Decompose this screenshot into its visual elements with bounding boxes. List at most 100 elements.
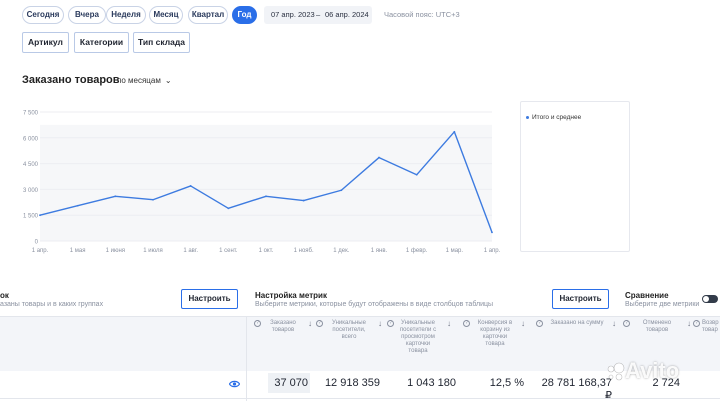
data-point bbox=[491, 231, 493, 234]
column-header-ordered-sum[interactable]: ? Заказано на сумму ↓ bbox=[536, 319, 616, 328]
data-point bbox=[114, 195, 117, 198]
data-point bbox=[227, 207, 230, 210]
y-tick-label: 3 000 bbox=[23, 188, 39, 194]
chart-section-title: Заказано товаров bbox=[22, 74, 120, 86]
x-tick-label: 1 мая bbox=[70, 248, 86, 254]
data-point bbox=[152, 198, 154, 201]
help-icon[interactable]: ? bbox=[536, 320, 543, 327]
y-tick-label: 4 500 bbox=[23, 162, 39, 168]
comparison-title: Сравнение bbox=[625, 291, 669, 300]
date-from: 07 апр. 2023 bbox=[271, 10, 315, 19]
column-label: Отменено товаров bbox=[642, 320, 672, 333]
row-divider bbox=[0, 398, 720, 399]
x-tick-label: 1 нояб. bbox=[294, 248, 314, 254]
column-label: Конверсия в корзину из карточки товара bbox=[477, 320, 513, 347]
data-point bbox=[76, 204, 79, 207]
filter-warehouse-type-button[interactable]: Тип склада bbox=[133, 32, 190, 53]
chart-legend: Итого и среднее bbox=[520, 101, 630, 252]
timezone-label: Часовой пояс: UTC+3 bbox=[384, 10, 460, 19]
period-pill-quarter[interactable]: Квартал bbox=[188, 6, 228, 24]
x-tick-label: 1 окт. bbox=[259, 248, 274, 254]
x-tick-label: 1 авг. bbox=[183, 248, 198, 254]
data-point bbox=[378, 156, 380, 159]
filter-categories-button[interactable]: Категории bbox=[74, 32, 129, 53]
help-icon[interactable]: ? bbox=[623, 320, 630, 327]
cell-cart-conversion: 12,5 % bbox=[489, 377, 524, 389]
x-tick-label: 1 апр. bbox=[32, 248, 49, 254]
table-header bbox=[0, 316, 720, 371]
date-to: 06 апр. 2024 bbox=[325, 10, 369, 19]
period-select-value: по месяцам bbox=[117, 76, 161, 85]
plot-area bbox=[40, 124, 492, 241]
y-tick-label: 7 500 bbox=[23, 111, 39, 117]
column-header-unique-visitors[interactable]: ? Уникальные посетители, всего ↓ bbox=[316, 320, 382, 341]
orders-line-chart: 0 1 500 3 000 4 500 6 000 7 500 1 апр. 1 мая 1 и… bbox=[23, 111, 501, 255]
legend-item[interactable]: Итого и среднее bbox=[526, 114, 581, 121]
help-icon[interactable]: ? bbox=[463, 320, 470, 327]
column-header-visitors-card-view[interactable]: ? Уникальные посетители с просмотром кар… bbox=[387, 320, 451, 355]
help-icon[interactable]: ? bbox=[316, 320, 323, 327]
sort-arrow-icon[interactable]: ↓ bbox=[308, 319, 312, 328]
period-pill-yesterday[interactable]: Вчера bbox=[68, 6, 106, 24]
left-panel-subtitle: азаны товары и в каких группах bbox=[0, 301, 104, 308]
help-icon[interactable]: ? bbox=[254, 320, 261, 327]
y-tick-label: 6 000 bbox=[23, 136, 39, 142]
x-tick-label: 1 янв. bbox=[371, 248, 388, 254]
period-pill-week[interactable]: Неделя bbox=[106, 6, 146, 24]
column-label: Заказано товаров bbox=[270, 320, 296, 333]
sort-arrow-icon[interactable]: ↓ bbox=[378, 319, 382, 328]
chevron-down-icon: ⌄ bbox=[164, 76, 172, 85]
period-pill-year[interactable]: Год bbox=[232, 6, 257, 24]
legend-dot-icon bbox=[526, 115, 529, 119]
column-header-ordered[interactable]: ? Заказано товаров ↓ bbox=[252, 320, 312, 334]
sort-arrow-icon[interactable]: ↓ bbox=[447, 319, 451, 328]
column-label: Уникальные посетители, всего bbox=[332, 320, 366, 340]
y-tick-label: 0 bbox=[35, 240, 39, 246]
comparison-subtitle: Выберите две метрики bbox=[625, 301, 700, 308]
avito-logo-icon bbox=[607, 362, 625, 381]
eye-icon[interactable] bbox=[229, 380, 240, 388]
period-select[interactable]: по месяцам ⌄ bbox=[117, 76, 172, 85]
help-icon[interactable]: ? bbox=[693, 320, 700, 327]
column-divider bbox=[246, 316, 247, 401]
data-point bbox=[39, 214, 41, 217]
metrics-panel-subtitle: Выберите метрики, которые будут отображе… bbox=[255, 301, 494, 308]
left-configure-button[interactable]: Настроить bbox=[181, 289, 238, 309]
cell-cancelled: 2 724 bbox=[652, 377, 680, 389]
cell-highlight bbox=[268, 373, 310, 393]
avito-watermark: Avito bbox=[625, 358, 680, 383]
x-tick-label: 1 сент. bbox=[219, 248, 238, 254]
date-separator: – bbox=[316, 10, 321, 19]
legend-label: Итого и среднее bbox=[532, 114, 582, 121]
column-label: Заказано на сумму bbox=[550, 320, 604, 326]
period-pill-month[interactable]: Месяц bbox=[149, 6, 183, 24]
sort-arrow-icon[interactable]: ↓ bbox=[687, 319, 691, 328]
column-header-returned[interactable]: ? Возвр товар bbox=[693, 320, 720, 334]
filter-article-button[interactable]: Артикул bbox=[22, 32, 69, 53]
y-tick-label: 1 500 bbox=[23, 214, 39, 220]
x-tick-label: 1 февр. bbox=[406, 248, 428, 254]
data-point bbox=[302, 199, 305, 202]
metrics-panel-title: Настройка метрик bbox=[255, 291, 327, 300]
x-tick-label: 1 дек. bbox=[333, 248, 349, 254]
data-point bbox=[453, 130, 456, 133]
column-header-cancelled[interactable]: ? Отменено товаров ↓ bbox=[623, 320, 691, 334]
cell-ordered[interactable]: 37 070 bbox=[274, 377, 308, 389]
cell-ordered-sum: 28 781 168,37 ₽ bbox=[541, 377, 612, 402]
x-tick-label: 1 апр. bbox=[484, 248, 501, 254]
sort-arrow-icon[interactable]: ↓ bbox=[612, 319, 616, 328]
sort-arrow-icon[interactable]: ↓ bbox=[521, 319, 525, 328]
comparison-toggle[interactable] bbox=[702, 295, 718, 303]
column-header-cart-conversion[interactable]: ? Конверсия в корзину из карточки товара… bbox=[463, 320, 525, 348]
cell-visitors-card-view: 1 043 180 bbox=[407, 377, 456, 389]
period-pill-today[interactable]: Сегодня bbox=[22, 6, 64, 24]
data-point bbox=[415, 173, 418, 176]
left-panel-title: ок bbox=[0, 291, 9, 300]
column-label: Возвр товар bbox=[702, 320, 719, 333]
column-label: Уникальные посетители с просмотром карто… bbox=[399, 320, 437, 354]
help-icon[interactable]: ? bbox=[387, 320, 394, 327]
date-range-picker[interactable]: 07 апр. 2023 – 06 апр. 2024 bbox=[264, 6, 372, 24]
data-point bbox=[340, 189, 343, 192]
metrics-configure-button[interactable]: Настроить bbox=[552, 289, 609, 309]
data-point bbox=[265, 195, 267, 198]
